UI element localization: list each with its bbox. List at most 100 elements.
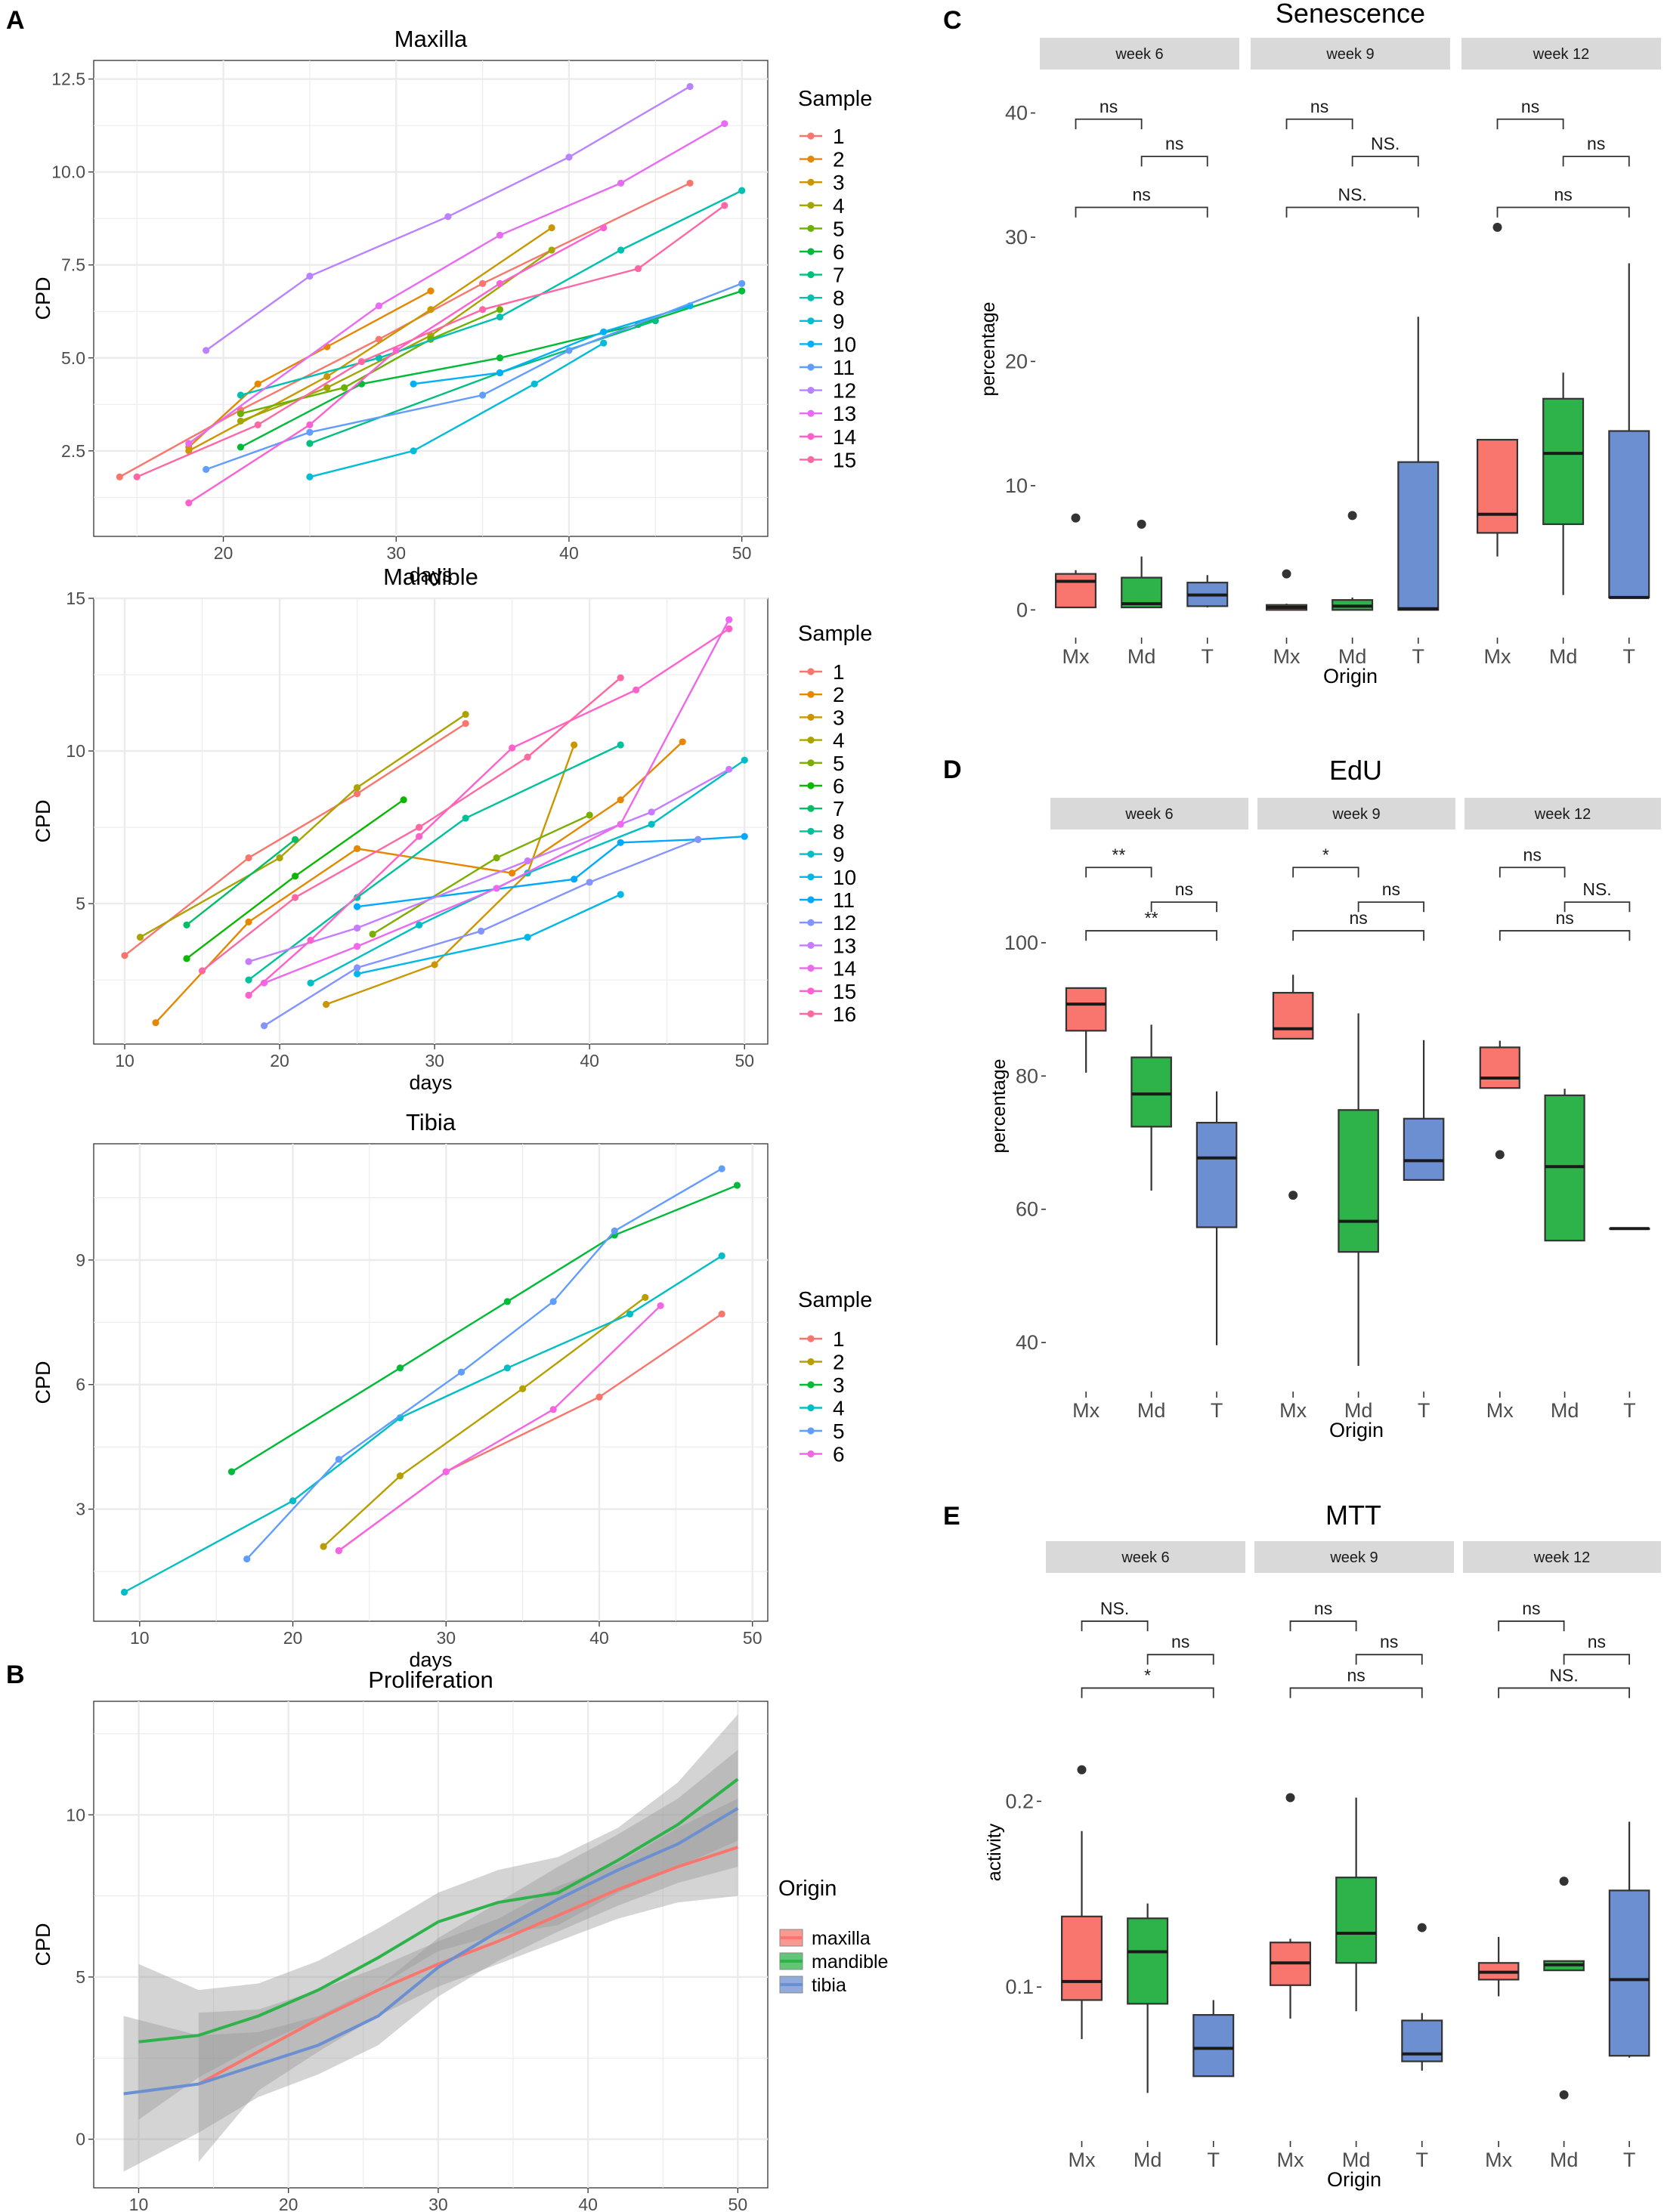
x-tick-label: Mx (1484, 645, 1511, 668)
data-point (260, 979, 268, 987)
legend-swatch-point (807, 851, 815, 858)
data-point (565, 347, 573, 354)
data-point (335, 1456, 342, 1463)
data-point (427, 287, 435, 295)
data-point (509, 744, 516, 752)
data-point (203, 465, 210, 474)
data-point (479, 391, 487, 399)
facet-strip (1465, 798, 1661, 830)
series-line-5 (240, 308, 500, 415)
data-point (353, 943, 361, 950)
legend-entry-label: 1 (833, 660, 845, 684)
data-point (718, 1252, 725, 1259)
data-point (335, 1546, 342, 1555)
legend-swatch-point (807, 363, 815, 371)
legend-entry-label: 3 (833, 1373, 845, 1397)
x-axis-label: days (409, 564, 452, 586)
legend-swatch-point (807, 156, 815, 163)
data-point (136, 933, 144, 941)
x-tick-label: 10 (130, 1628, 150, 1648)
data-point (519, 1385, 527, 1392)
data-point (245, 991, 252, 999)
x-tick-label: 40 (559, 543, 579, 563)
x-tick-label: 10 (129, 2195, 149, 2212)
data-point (496, 280, 504, 287)
proliferation-chart: 10203040500510ProliferationdaysCPDOrigin… (32, 1667, 888, 2212)
y-tick-label: 100 (1004, 931, 1038, 954)
legend-entry-label: 6 (833, 240, 845, 264)
series-line-4 (139, 713, 466, 938)
data-point (565, 153, 573, 161)
data-point (718, 1310, 725, 1318)
significance-bracket (1085, 930, 1217, 941)
data-point (276, 854, 283, 862)
box-outlier (1417, 1923, 1427, 1932)
data-point (323, 372, 331, 380)
significance-label: ns (1555, 908, 1573, 928)
significance-label: NS. (1338, 185, 1366, 205)
legend-entry-label: 13 (833, 934, 856, 957)
facet-strip (1461, 38, 1661, 70)
box-outlier (1288, 1191, 1298, 1200)
data-point (203, 347, 210, 354)
legend-entry-label: mandible (812, 1951, 888, 1973)
data-point (648, 808, 655, 816)
x-tick-label: Md (1550, 2149, 1579, 2171)
legend-entry-label: 6 (833, 1443, 845, 1466)
box-Mx (1272, 991, 1314, 1040)
data-point (444, 213, 452, 221)
data-point (291, 894, 299, 901)
data-point (725, 765, 733, 773)
significance-label: * (1322, 845, 1329, 864)
panel-label-a: A (6, 6, 25, 35)
data-point (617, 741, 624, 749)
y-tick-label: 12.5 (51, 70, 85, 89)
series-line-4 (240, 249, 552, 422)
data-point (353, 924, 361, 932)
legend-swatch-point (807, 1381, 815, 1389)
x-tick-label: 20 (279, 2195, 298, 2212)
significance-label: NS. (1582, 879, 1611, 899)
data-point (479, 280, 487, 287)
legend-entry-label: 13 (833, 402, 856, 425)
significance-bracket (1351, 156, 1419, 167)
significance-bracket (1499, 867, 1566, 878)
series-line-mandible (138, 1778, 739, 2044)
significance-label: ns (1382, 879, 1400, 899)
chart-title: MTT (1325, 1500, 1381, 1531)
legend-entry-label: 11 (833, 888, 855, 912)
y-tick-label: 60 (1016, 1198, 1038, 1221)
data-point (396, 1364, 404, 1372)
legend-title: Sample (798, 622, 872, 646)
legend-entry-label: 4 (833, 194, 845, 218)
x-tick-label: Md (1127, 645, 1156, 668)
significance-label: ns (1380, 1632, 1398, 1651)
data-point (245, 854, 252, 862)
x-tick-label: Md (1137, 1399, 1166, 1422)
y-axis-label: percentage (988, 1058, 1010, 1153)
x-tick-label: Md (1344, 1399, 1373, 1422)
facet-strip-label: week 6 (1115, 46, 1163, 63)
significance-bracket (1355, 1654, 1423, 1665)
box-outlier (1071, 513, 1081, 523)
legend-swatch-point (807, 132, 815, 140)
legend-swatch-point (807, 987, 815, 995)
data-point (307, 979, 314, 987)
significance-bracket (1140, 156, 1208, 167)
facet-strip (1257, 798, 1455, 830)
legend-swatch-point (807, 456, 815, 464)
significance-bracket (1085, 867, 1152, 878)
legend-entry-label: 4 (833, 729, 845, 752)
y-tick-label: 10.0 (51, 162, 85, 182)
x-axis-label: days (409, 1648, 452, 1671)
legend-entry-label: 14 (833, 425, 856, 449)
x-tick-label: 20 (270, 1051, 289, 1070)
y-tick-label: 10 (66, 1805, 85, 1824)
series-line-7 (186, 839, 296, 926)
x-tick-label: 40 (580, 1051, 599, 1070)
series-line-1 (124, 722, 466, 956)
significance-label: ns (1588, 1632, 1606, 1651)
significance-label: ns (1347, 1665, 1365, 1685)
data-point (600, 328, 608, 335)
